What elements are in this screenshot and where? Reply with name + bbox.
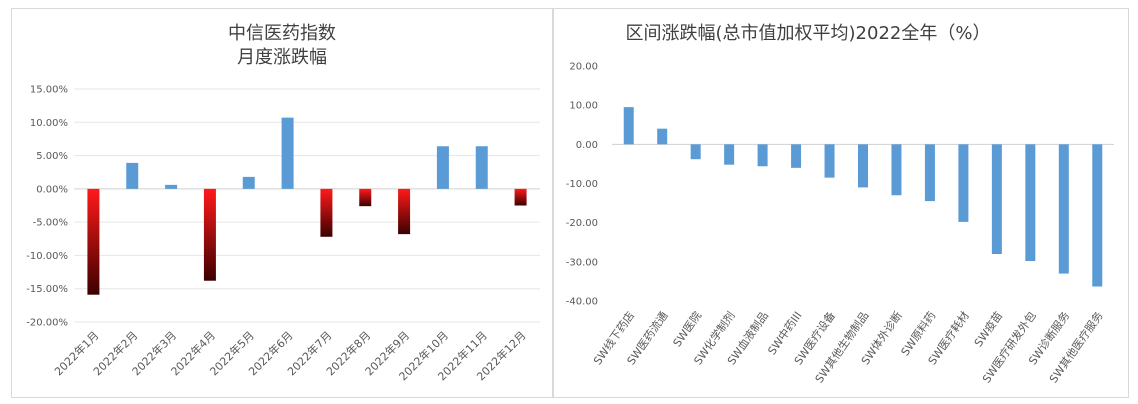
bar xyxy=(791,144,802,168)
y-tick-label: 10.00% xyxy=(30,118,68,129)
bar xyxy=(514,188,527,206)
x-tick-label: SW疫苗 xyxy=(971,309,1005,350)
bar xyxy=(398,188,411,235)
y-tick-label: 15.00% xyxy=(30,85,68,96)
bar xyxy=(858,144,868,188)
bar xyxy=(203,188,216,281)
bar xyxy=(958,144,969,222)
bar xyxy=(623,107,634,145)
y-tick-label: 0.00 xyxy=(576,140,598,151)
bar xyxy=(87,188,100,295)
y-tick-label: -15.00% xyxy=(26,284,68,295)
bar xyxy=(1058,144,1069,274)
bar xyxy=(320,188,333,237)
y-tick-label: 20.00 xyxy=(569,62,598,73)
y-tick-label: -10.00% xyxy=(26,251,68,262)
bar xyxy=(475,146,488,189)
bar xyxy=(991,144,1002,254)
y-tick-label: 10.00 xyxy=(569,101,598,112)
annual-change-chart-panel: 区间涨跌幅(总市值加权平均)2022全年（%） 20.00 10.00 0.00 -1… xyxy=(553,8,1129,398)
bar xyxy=(724,144,735,165)
bar xyxy=(165,184,178,189)
chart-title: 区间涨跌幅(总市值加权平均)2022全年（%） xyxy=(626,23,991,44)
bar xyxy=(281,117,294,189)
y-tick-label: -40.00 xyxy=(566,297,598,308)
annual-change-chart: 区间涨跌幅(总市值加权平均)2022全年（%） 20.00 10.00 0.00 -1… xyxy=(566,23,1114,385)
bar xyxy=(690,144,701,160)
chart-title: 中信医药指数 xyxy=(228,23,336,44)
bar xyxy=(757,144,768,167)
bar xyxy=(891,144,902,196)
bar xyxy=(924,144,935,202)
bar xyxy=(657,128,668,145)
bar xyxy=(1092,144,1103,287)
bar xyxy=(436,146,449,189)
y-tick-label: 0.00% xyxy=(36,184,68,195)
chart-subtitle: 月度涨跌幅 xyxy=(237,47,327,68)
monthly-change-chart-panel: 中信医药指数 月度涨跌幅 15.00% 10.00% 5.00% 0.00% -5.00… xyxy=(11,8,553,398)
y-tick-label: -5.00% xyxy=(33,218,68,229)
monthly-change-chart: 中信医药指数 月度涨跌幅 15.00% 10.00% 5.00% 0.00% -5.00… xyxy=(26,23,540,383)
y-tick-label: -30.00 xyxy=(566,257,598,268)
bar xyxy=(242,176,255,189)
bar xyxy=(1025,144,1036,262)
y-tick-label: 5.00% xyxy=(36,151,68,162)
y-tick-label: -20.00 xyxy=(566,218,598,229)
bar xyxy=(126,162,139,189)
y-tick-label: -20.00% xyxy=(26,318,68,329)
y-tick-label: -10.00 xyxy=(566,179,598,190)
bar xyxy=(359,188,372,207)
bar xyxy=(824,144,835,178)
x-tick-label: SW医院 xyxy=(670,309,704,350)
